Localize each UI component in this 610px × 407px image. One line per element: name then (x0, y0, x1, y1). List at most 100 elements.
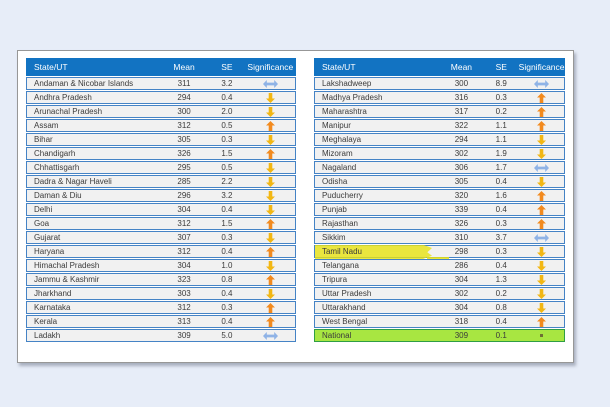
column-header-state: State/UT (34, 62, 68, 72)
down-arrow-icon (246, 134, 295, 145)
se-value: 0.5 (221, 162, 233, 172)
se-value: 3.2 (221, 190, 233, 200)
column-header-mean: Mean (173, 61, 195, 72)
table-row: Karnataka 312 0.3 (26, 301, 296, 314)
up-arrow-icon (246, 218, 295, 229)
state-name: Rajasthan (321, 219, 358, 228)
state-name: Chandigarh (34, 149, 76, 158)
table-header: State/UT Mean SE Significance (313, 58, 565, 76)
up-arrow-icon (246, 148, 295, 159)
table-row: Goa 312 1.5 (26, 217, 296, 230)
table-row: Andhra Pradesh 294 0.4 (26, 91, 296, 104)
se-value: 0.3 (495, 246, 507, 256)
mean-value: 311 (177, 78, 191, 88)
down-arrow-icon (519, 288, 564, 299)
mean-value: 339 (454, 204, 469, 214)
mean-value: 304 (177, 260, 191, 270)
down-arrow-icon (246, 92, 295, 103)
mean-value: 313 (177, 316, 191, 326)
table-row: Delhi 304 0.4 (26, 203, 296, 216)
state-name: Haryana (34, 247, 65, 256)
mean-value: 295 (177, 162, 191, 172)
up-arrow-icon (519, 106, 564, 117)
se-value: 3.2 (221, 78, 233, 88)
table-header: State/UT Mean SE Significance (26, 58, 296, 76)
se-value: 0.4 (495, 316, 507, 326)
table-row: Sikkim 310 3.7 (313, 231, 565, 244)
table-row: Odisha 305 0.4 (313, 175, 565, 188)
se-value: 1.1 (495, 134, 507, 144)
se-value: 0.2 (495, 288, 507, 298)
table-row: Gujarat 307 0.3 (26, 231, 296, 244)
mean-value: 306 (454, 162, 469, 172)
state-name: Karnataka (34, 303, 71, 312)
table-row: Punjab 339 0.4 (313, 203, 565, 216)
state-name: Madhya Pradesh (321, 93, 383, 102)
state-name: Punjab (321, 205, 347, 214)
mean-value: 326 (177, 148, 191, 158)
double-headed-arrow-icon (519, 233, 564, 242)
se-value: 1.9 (495, 148, 507, 158)
se-value: 1.5 (221, 218, 233, 228)
mean-value: 309 (177, 330, 191, 340)
mean-value: 312 (177, 302, 191, 312)
mean-value: 300 (177, 106, 191, 116)
double-headed-arrow-icon (246, 79, 295, 88)
up-arrow-icon (519, 190, 564, 201)
down-arrow-icon (246, 176, 295, 187)
table-row: Chhattisgarh 295 0.5 (26, 161, 296, 174)
se-value: 0.4 (221, 246, 233, 256)
se-value: 0.4 (221, 92, 233, 102)
state-name: West Bengal (321, 317, 368, 326)
up-arrow-icon (246, 302, 295, 313)
mean-value: 296 (177, 190, 191, 200)
state-name: Tripura (321, 275, 348, 284)
state-name: Goa (34, 219, 50, 228)
se-value: 1.0 (221, 260, 233, 270)
mean-value: 300 (454, 78, 469, 88)
se-value: 0.3 (221, 302, 233, 312)
column-header-se: SE (221, 61, 233, 72)
state-name: National (321, 331, 352, 340)
state-name: Dadra & Nagar Haveli (34, 177, 112, 186)
states-table-right: State/UT Mean SE Significance Lakshadwee… (313, 58, 565, 342)
mean-value: 320 (454, 190, 469, 200)
table-row: Telangana 286 0.4 (313, 259, 565, 272)
se-value: 2.0 (221, 106, 233, 116)
tables-card: State/UT Mean SE Significance Andaman & … (17, 50, 574, 363)
down-arrow-icon (246, 232, 295, 243)
state-name: Jharkhand (34, 289, 72, 298)
up-arrow-icon (519, 92, 564, 103)
down-arrow-icon (519, 134, 564, 145)
up-arrow-icon (519, 120, 564, 131)
mean-value: 305 (454, 176, 469, 186)
table-row: Tripura 304 1.3 (313, 273, 565, 286)
down-arrow-icon (246, 260, 295, 271)
mean-value: 322 (454, 120, 469, 130)
se-value: 0.4 (221, 316, 233, 326)
state-name: Odisha (321, 177, 348, 186)
dot-icon (519, 334, 564, 337)
table-row: Nagaland 306 1.7 (313, 161, 565, 174)
se-value: 0.4 (495, 204, 507, 214)
se-value: 0.3 (221, 232, 233, 242)
mean-value: 309 (454, 330, 469, 340)
state-name: Assam (34, 121, 59, 130)
down-arrow-icon (519, 148, 564, 159)
se-value: 0.4 (495, 176, 507, 186)
state-name: Mizoram (321, 149, 353, 158)
table-row: Manipur 322 1.1 (313, 119, 565, 132)
table-row: West Bengal 318 0.4 (313, 315, 565, 328)
se-value: 1.5 (221, 148, 233, 158)
se-value: 8.9 (495, 78, 507, 88)
table-row: Tamil Nadu 298 0.3 (313, 245, 565, 259)
table-row: Jharkhand 303 0.4 (26, 287, 296, 300)
state-name: Arunachal Pradesh (34, 107, 103, 116)
state-name: Andhra Pradesh (34, 93, 92, 102)
state-name: Andaman & Nicobar Islands (34, 79, 134, 88)
state-name: Ladakh (34, 331, 61, 340)
se-value: 3.7 (495, 232, 507, 242)
column-header-significance: Significance (518, 61, 565, 72)
se-value: 0.3 (221, 134, 233, 144)
